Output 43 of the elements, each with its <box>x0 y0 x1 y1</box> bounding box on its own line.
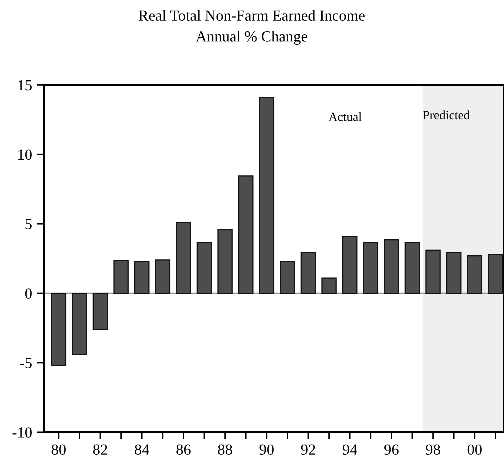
bar <box>426 250 441 294</box>
y-tick-label: -5 <box>20 358 32 368</box>
band-label: Predicted <box>423 110 470 120</box>
bar <box>92 292 108 330</box>
y-tick-label: 0 <box>25 288 32 299</box>
y-tick-label: -10 <box>12 428 32 438</box>
bar <box>196 242 212 294</box>
bar <box>238 176 254 294</box>
bar <box>72 292 88 356</box>
bar <box>467 255 483 294</box>
x-tick-label: 80 <box>52 444 66 455</box>
x-tick-label: 94 <box>342 444 358 455</box>
x-tick-label: 98 <box>426 444 440 455</box>
bar <box>404 242 420 294</box>
bar <box>446 252 462 294</box>
x-tick-label: 84 <box>135 444 150 455</box>
x-tick-label: 92 <box>301 444 316 455</box>
x-tick-label: 86 <box>176 444 191 455</box>
x-tick-label: 82 <box>93 444 108 455</box>
bar <box>322 278 337 294</box>
bar <box>280 261 296 294</box>
bar <box>155 260 171 294</box>
bar <box>259 97 275 294</box>
chart-subtitle: Annual % Change <box>196 31 308 45</box>
bar <box>218 229 233 294</box>
bar <box>300 252 316 294</box>
x-tick-label: 96 <box>384 444 399 455</box>
y-tick-label: 15 <box>18 80 32 91</box>
y-tick-label: 5 <box>26 219 32 230</box>
bar <box>114 260 129 294</box>
x-tick-label: 00 <box>468 444 482 455</box>
annotation: Actual <box>328 112 362 122</box>
bar <box>134 261 150 294</box>
x-tick-label: 88 <box>218 444 232 455</box>
bar <box>176 222 192 294</box>
chart-title: Real Total Non-Farm Earned Income <box>138 10 365 21</box>
bar <box>384 240 400 294</box>
bar <box>488 254 504 294</box>
bar <box>51 292 67 366</box>
bar <box>363 242 379 294</box>
x-tick-label: 90 <box>260 444 274 455</box>
bar <box>342 236 358 294</box>
y-tick-label: 10 <box>18 150 32 160</box>
